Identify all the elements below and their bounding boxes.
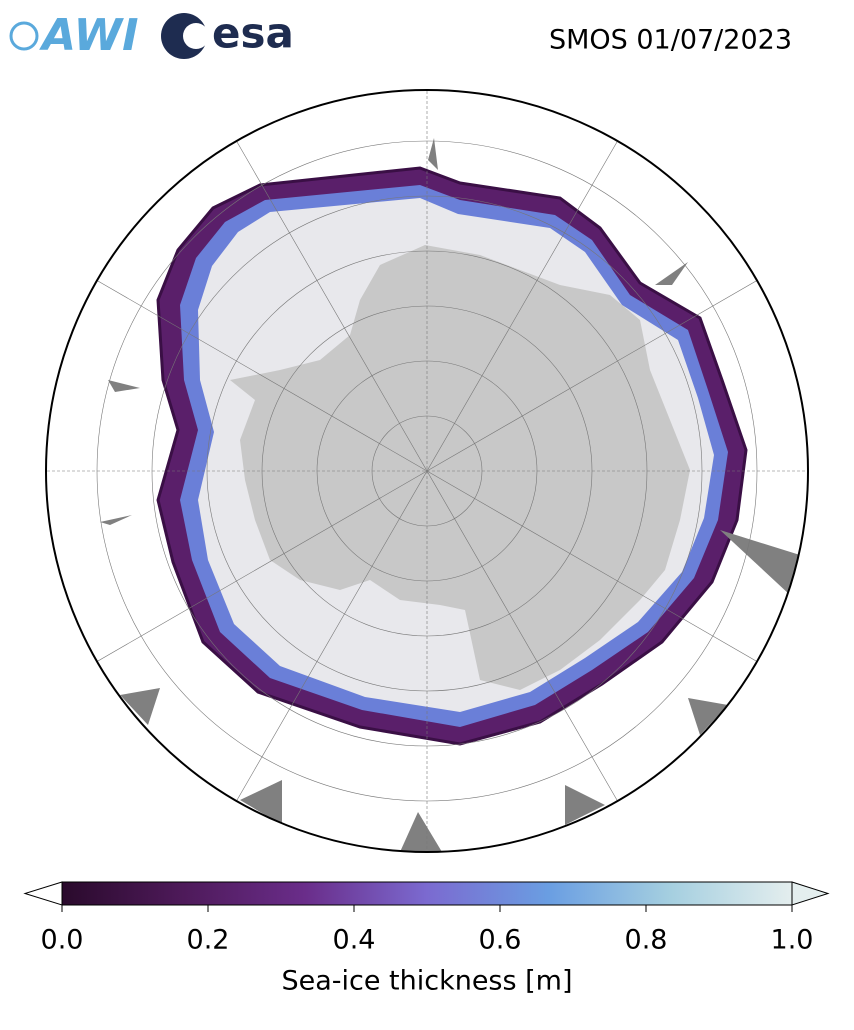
land-fragments xyxy=(100,138,800,852)
colorbar-extend-high xyxy=(791,881,830,906)
map-border xyxy=(45,89,809,853)
colorbar-extend-low xyxy=(23,881,63,906)
colorbar-tick-label: 0.2 xyxy=(187,925,230,956)
awi-logo: AWI xyxy=(9,10,139,61)
map xyxy=(46,90,808,852)
colorbar-tick-label: 1.0 xyxy=(771,925,814,956)
colorbar-tick-label: 0.0 xyxy=(41,925,84,956)
esa-logo: esa xyxy=(161,9,294,59)
colorbar-tick-label: 0.4 xyxy=(333,925,376,956)
meridian xyxy=(80,270,774,672)
title: SMOS 01/07/2023 xyxy=(549,25,792,56)
colorbar xyxy=(61,881,793,906)
colorbar-tick-label: 0.8 xyxy=(625,925,668,956)
colorbar-tick-label: 0.6 xyxy=(479,925,522,956)
awi-logo-text: AWI xyxy=(39,10,139,61)
colorbar-label: Sea-ice thickness [m] xyxy=(281,966,572,997)
antarctica xyxy=(230,245,690,690)
graticule xyxy=(46,90,808,852)
esa-logo-text: esa xyxy=(212,9,294,58)
